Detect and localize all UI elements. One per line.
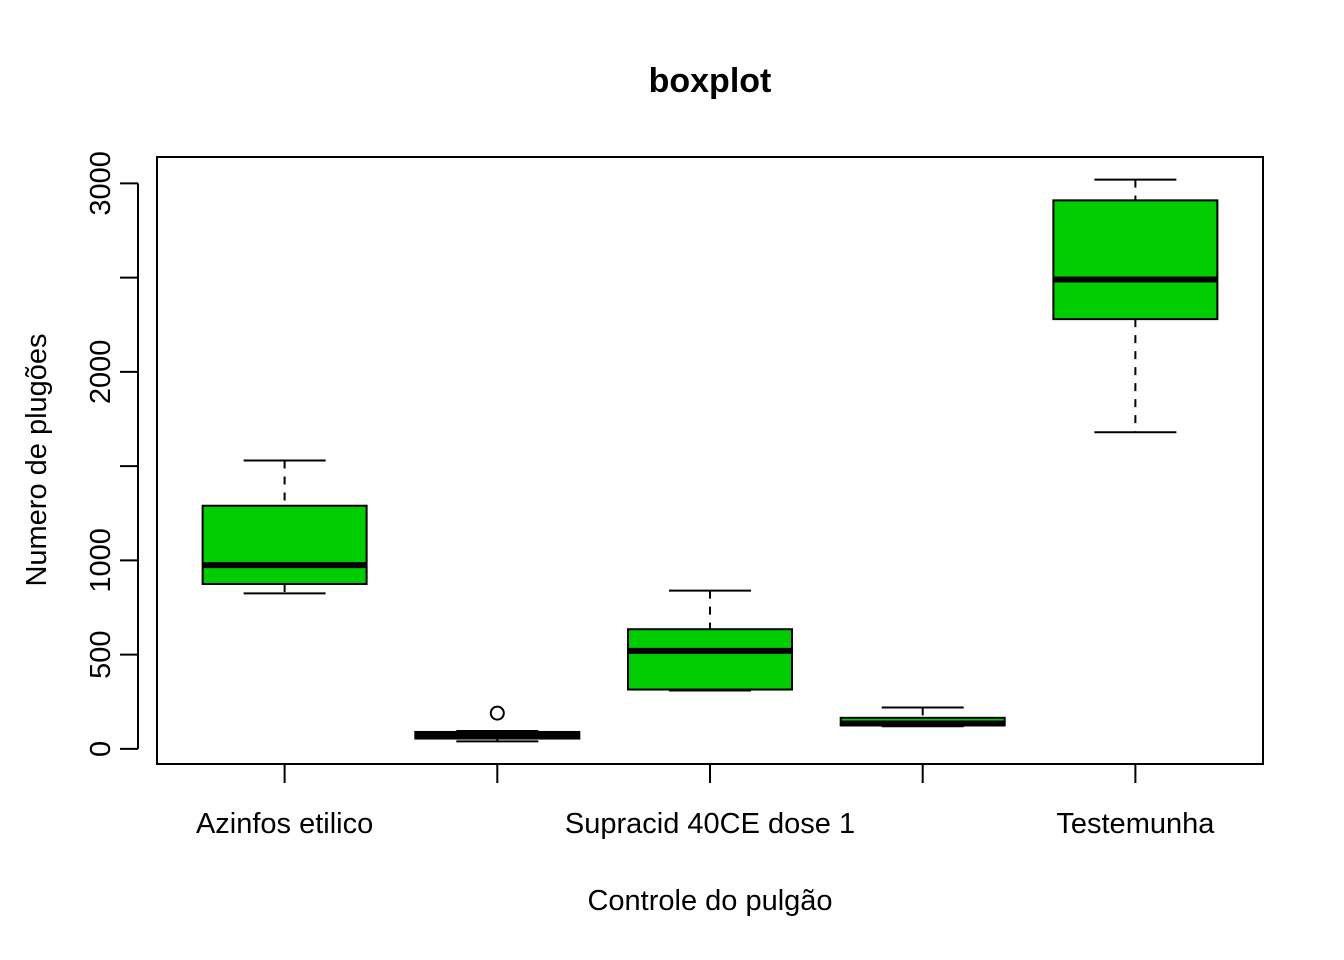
y-tick-label: 500 (85, 630, 117, 678)
box (627, 628, 793, 691)
x-axis-label: Controle do pulgão (587, 885, 832, 917)
box-group (627, 589, 793, 692)
y-tick-label: 0 (85, 741, 117, 757)
y-axis-label: Numero de plugões (21, 333, 53, 586)
y-tick-label: 2000 (85, 340, 117, 405)
y-tick-label: 1000 (85, 528, 117, 593)
box-group (201, 459, 368, 595)
x-tick-label: Azinfos etilico (196, 808, 373, 840)
box-group (414, 705, 581, 743)
box-group (839, 706, 1006, 728)
box-group (1052, 178, 1219, 434)
outlier-point (489, 705, 505, 721)
boxes (201, 178, 1219, 743)
box (1052, 199, 1219, 321)
x-tick-label: Testemunha (1056, 808, 1215, 840)
x-tick-label: Supracid 40CE dose 1 (565, 808, 855, 840)
y-tick-label: 3000 (85, 151, 117, 216)
x-axis: Azinfos etilico Supracid 40CE dose 1 Teste… (196, 764, 1215, 840)
chart-title: boxplot (649, 62, 772, 100)
y-axis: 0 500 1000 2000 3000 (85, 151, 139, 757)
box (201, 504, 368, 585)
